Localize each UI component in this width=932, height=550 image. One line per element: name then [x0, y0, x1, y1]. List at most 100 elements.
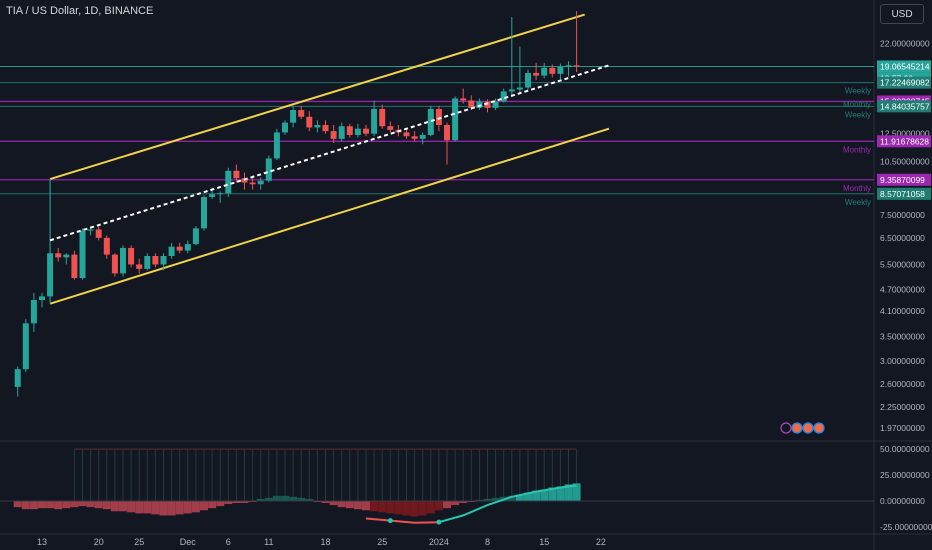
candle-body	[39, 296, 45, 300]
price-tick-label: 12.50000000	[880, 129, 930, 139]
price-label-0: 19.06545214	[880, 61, 930, 71]
candle-body	[14, 369, 21, 387]
candle-body	[217, 193, 224, 195]
candle-65	[541, 62, 548, 79]
candle-21	[184, 240, 191, 254]
candle-body	[322, 125, 329, 132]
price-label-box-4	[877, 135, 931, 148]
candle-39	[330, 125, 337, 143]
osc-bar-15	[135, 500, 144, 514]
osc-bar-48	[402, 500, 411, 516]
time-tick-label: 18	[320, 537, 330, 547]
candle-1	[22, 319, 29, 372]
currency-button[interactable]: USD	[880, 4, 924, 24]
candle-body	[30, 299, 37, 324]
candle-11	[103, 235, 110, 259]
osc-bar-29	[248, 500, 257, 502]
osc-bar-63	[524, 492, 532, 501]
candle-57	[476, 98, 483, 111]
osc-bar-23	[200, 500, 208, 511]
price-label-5: 9.35870099	[880, 175, 925, 185]
level-tag-1: Weekly	[845, 87, 871, 96]
osc-bar-55	[459, 500, 468, 504]
candle-4	[47, 179, 54, 304]
candle-23	[201, 195, 207, 231]
osc-bar-16	[143, 500, 152, 514]
candle-3	[39, 292, 45, 308]
candle-body	[55, 253, 62, 258]
osc-bar-10	[94, 500, 103, 509]
candle-body	[363, 128, 369, 134]
osc-bar-43	[362, 500, 370, 511]
osc-bar-14	[127, 500, 136, 513]
candle-body	[144, 255, 151, 269]
candle-body	[87, 229, 94, 231]
candle-body	[508, 89, 515, 92]
osc-bar-19	[167, 500, 176, 516]
osc-bar-50	[418, 500, 427, 516]
candle-body	[557, 66, 564, 74]
candle-body	[192, 228, 199, 245]
candle-body	[47, 253, 54, 297]
candle-0	[14, 366, 21, 397]
time-tick-label: 20	[94, 537, 104, 547]
candle-body	[95, 229, 102, 238]
candle-body	[71, 254, 78, 279]
candle-25	[217, 191, 224, 203]
time-tick-label: 22	[596, 537, 606, 547]
osc-bar-7	[70, 500, 79, 508]
candle-55	[460, 88, 467, 104]
time-tick-label: 8	[485, 537, 490, 547]
candle-18	[160, 253, 167, 271]
osc-bar-26	[224, 500, 233, 505]
osc-bar-0	[13, 500, 22, 508]
candle-body	[338, 126, 345, 139]
osc-bar-8	[78, 500, 87, 507]
osc-tick-label: 0.00000000	[880, 496, 925, 506]
candle-body	[265, 158, 272, 181]
osc-bar-1	[21, 500, 30, 510]
candle-7	[71, 250, 78, 280]
price-label-6: 8.57071058	[880, 189, 925, 199]
candle-body	[136, 264, 143, 269]
candle-body	[346, 126, 353, 135]
osc-bar-69	[572, 483, 581, 501]
candle-50	[419, 132, 426, 145]
osc-bar-18	[159, 500, 168, 516]
candle-2	[30, 292, 37, 332]
osc-bar-17	[151, 500, 160, 515]
osc-bar-46	[386, 500, 395, 514]
candle-body	[541, 67, 548, 76]
candle-6	[63, 253, 70, 265]
candle-67	[557, 63, 564, 80]
candle-body	[549, 67, 556, 74]
candle-51	[427, 105, 434, 137]
osc-bar-39	[329, 500, 338, 506]
candle-54	[452, 96, 459, 142]
candle-body	[290, 110, 297, 123]
candle-body	[298, 110, 305, 117]
osc-bar-24	[208, 500, 217, 509]
candle-body	[516, 87, 523, 90]
time-tick-label: 6	[226, 537, 231, 547]
candle-29	[249, 175, 256, 190]
candle-body	[233, 170, 240, 179]
candle-13	[120, 245, 126, 277]
candle-body	[492, 101, 499, 108]
osc-bar-35	[297, 497, 306, 501]
osc-bar-30	[256, 498, 265, 501]
indicator-badge-icon	[802, 422, 814, 434]
candle-body	[435, 108, 442, 126]
osc-bar-13	[119, 500, 127, 512]
osc-bar-36	[305, 498, 314, 501]
osc-bar-57	[475, 499, 484, 501]
osc-bar-31	[264, 497, 273, 501]
candle-body	[160, 255, 167, 265]
osc-bar-34	[289, 496, 298, 501]
time-tick-label: 15	[539, 537, 549, 547]
candle-17	[152, 253, 159, 268]
candle-26	[225, 167, 232, 198]
candle-8	[79, 228, 86, 280]
candle-40	[338, 122, 345, 142]
